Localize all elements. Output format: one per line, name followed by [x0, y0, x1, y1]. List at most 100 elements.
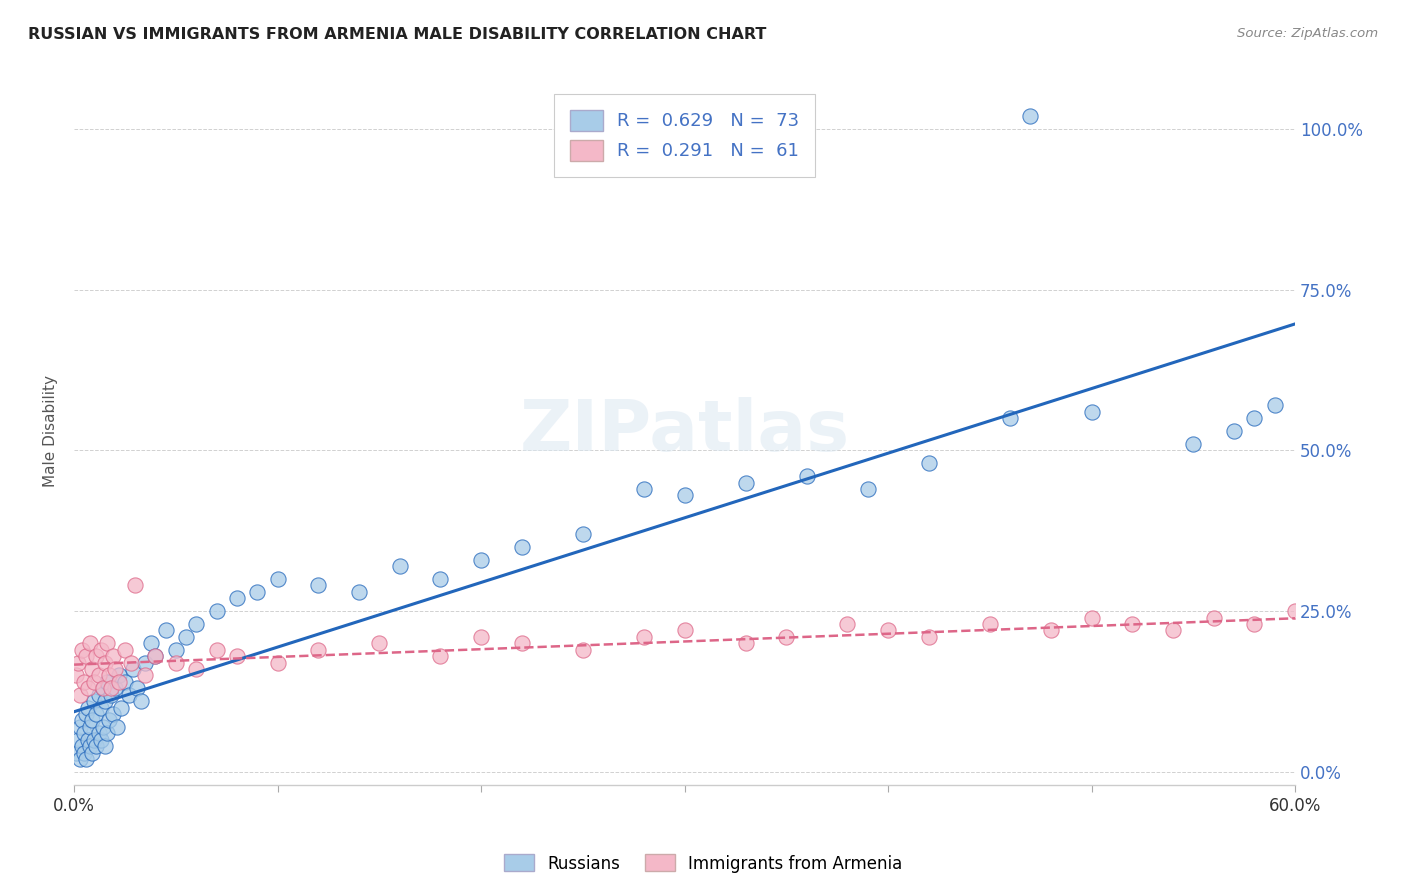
Point [104, 681, 127, 696]
Point [118, 688, 141, 702]
Point [100, 681, 122, 696]
Point [174, 630, 197, 644]
Point [633, 630, 655, 644]
Point [69, 752, 91, 766]
Point [998, 411, 1021, 425]
Point [70, 642, 93, 657]
Point [266, 572, 288, 586]
Point [510, 540, 533, 554]
Point [1161, 624, 1184, 638]
Point [69, 720, 91, 734]
Point [79, 636, 101, 650]
Point [67, 732, 90, 747]
Point [110, 700, 132, 714]
Point [93, 656, 115, 670]
Point [129, 694, 152, 708]
Point [165, 642, 187, 657]
Point [73, 726, 96, 740]
Point [77, 681, 100, 696]
Point [86, 706, 108, 721]
Point [83, 732, 105, 747]
Point [73, 674, 96, 689]
Point [1284, 604, 1306, 618]
Point [65, 668, 87, 682]
Point [73, 746, 96, 760]
Point [82, 714, 104, 728]
Point [101, 706, 124, 721]
Y-axis label: Male Disability: Male Disability [44, 376, 58, 487]
Text: Source: ZipAtlas.com: Source: ZipAtlas.com [1237, 27, 1378, 40]
Point [165, 656, 187, 670]
Point [775, 630, 797, 644]
Point [108, 674, 131, 689]
Point [673, 488, 696, 502]
Point [796, 469, 818, 483]
Point [734, 475, 756, 490]
Point [83, 694, 105, 708]
Point [91, 720, 114, 734]
Point [145, 649, 167, 664]
Point [510, 636, 533, 650]
Point [1080, 405, 1102, 419]
Point [114, 674, 136, 689]
Point [368, 636, 391, 650]
Point [1264, 398, 1286, 412]
Text: RUSSIAN VS IMMIGRANTS FROM ARMENIA MALE DISABILITY CORRELATION CHART: RUSSIAN VS IMMIGRANTS FROM ARMENIA MALE … [28, 27, 766, 42]
Point [96, 726, 118, 740]
Point [67, 656, 90, 670]
Point [96, 674, 118, 689]
Point [429, 572, 451, 586]
Point [69, 688, 91, 702]
Point [1324, 610, 1347, 624]
Point [120, 656, 142, 670]
Point [307, 578, 329, 592]
Point [97, 668, 120, 682]
Point [134, 668, 156, 682]
Point [470, 552, 492, 566]
Point [186, 662, 208, 676]
Point [124, 578, 146, 592]
Legend: R =  0.629   N =  73, R =  0.291   N =  61: R = 0.629 N = 73, R = 0.291 N = 61 [554, 94, 815, 177]
Point [105, 720, 128, 734]
Point [225, 649, 247, 664]
Point [90, 642, 112, 657]
Point [87, 688, 110, 702]
Point [186, 617, 208, 632]
Point [388, 559, 411, 574]
Point [429, 649, 451, 664]
Point [155, 624, 177, 638]
Point [1080, 610, 1102, 624]
Legend: Russians, Immigrants from Armenia: Russians, Immigrants from Armenia [496, 847, 910, 880]
Point [470, 630, 492, 644]
Point [77, 732, 100, 747]
Point [82, 662, 104, 676]
Point [1223, 424, 1246, 438]
Point [1243, 617, 1265, 632]
Point [205, 604, 228, 618]
Point [96, 636, 118, 650]
Point [77, 700, 100, 714]
Point [122, 662, 145, 676]
Point [127, 681, 149, 696]
Point [1202, 610, 1225, 624]
Point [97, 714, 120, 728]
Point [266, 656, 288, 670]
Point [108, 668, 131, 682]
Point [979, 617, 1001, 632]
Point [75, 752, 97, 766]
Point [100, 688, 122, 702]
Point [87, 668, 110, 682]
Point [82, 746, 104, 760]
Point [877, 624, 900, 638]
Point [918, 456, 941, 470]
Point [307, 642, 329, 657]
Point [1121, 617, 1143, 632]
Point [75, 706, 97, 721]
Point [114, 642, 136, 657]
Point [91, 681, 114, 696]
Point [1019, 109, 1042, 123]
Point [572, 527, 595, 541]
Point [141, 636, 163, 650]
Point [93, 694, 115, 708]
Point [205, 642, 228, 657]
